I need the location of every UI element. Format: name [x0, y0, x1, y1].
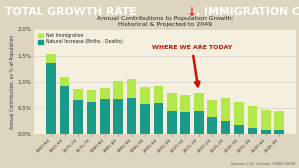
Bar — [234, 125, 244, 134]
Bar — [221, 98, 231, 121]
Text: ↓: ↓ — [187, 6, 197, 19]
Bar — [140, 104, 150, 134]
Bar — [261, 110, 271, 130]
Bar — [86, 90, 96, 102]
Bar — [167, 93, 177, 111]
Text: Source: U.S. Census (1960-2016): Source: U.S. Census (1960-2016) — [231, 162, 296, 166]
Bar — [100, 88, 110, 99]
Text: TOTAL GROWTH RATE: TOTAL GROWTH RATE — [5, 7, 137, 17]
Bar — [113, 99, 123, 134]
Bar — [207, 117, 217, 134]
Bar — [248, 106, 257, 128]
Bar — [261, 130, 271, 134]
Bar — [194, 111, 204, 134]
Legend: Net Immigration, Natural Increase (Births - Deaths): Net Immigration, Natural Increase (Birth… — [37, 32, 125, 46]
Text: WHERE WE ARE TODAY: WHERE WE ARE TODAY — [152, 45, 232, 86]
Bar — [194, 93, 204, 111]
Bar — [207, 100, 217, 117]
Bar — [100, 99, 110, 134]
Bar — [60, 77, 69, 86]
Bar — [167, 111, 177, 134]
Bar — [127, 98, 136, 134]
Bar — [140, 87, 150, 104]
Bar — [46, 63, 56, 134]
Bar — [154, 103, 163, 134]
Bar — [60, 86, 69, 134]
Bar — [234, 102, 244, 125]
Bar — [154, 86, 163, 103]
Bar — [113, 81, 123, 99]
Bar — [73, 100, 83, 134]
Bar — [248, 128, 257, 134]
Bar — [86, 102, 96, 134]
Bar — [46, 54, 56, 63]
Bar — [73, 89, 83, 100]
Bar — [181, 94, 190, 112]
Bar — [221, 121, 231, 134]
Bar — [274, 111, 284, 130]
Title: Annual Contributions to Population Growth:
Historical & Projected to 2049: Annual Contributions to Population Growt… — [97, 16, 234, 27]
Bar — [127, 79, 136, 98]
Bar — [274, 130, 284, 134]
Bar — [181, 112, 190, 134]
Text: , IMMIGRATION CRITICAL: , IMMIGRATION CRITICAL — [196, 7, 299, 17]
Y-axis label: Annual Contribution, as % of Population: Annual Contribution, as % of Population — [10, 35, 15, 129]
